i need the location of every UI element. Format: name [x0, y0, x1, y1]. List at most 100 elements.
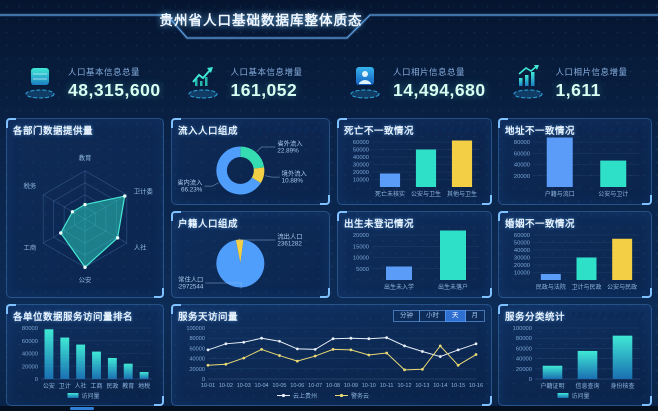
- bar: [612, 238, 633, 280]
- header: 贵州省人口基础数据库整体质态: [0, 0, 658, 48]
- svg-text:30000: 30000: [514, 256, 530, 262]
- svg-text:10-04: 10-04: [255, 383, 269, 389]
- hatch-decoration: [582, 126, 645, 133]
- svg-text:30000: 30000: [353, 163, 369, 169]
- svg-text:出生未入学: 出生未入学: [384, 283, 414, 291]
- svg-text:访问量: 访问量: [82, 392, 100, 400]
- kpi-photo-delta: 人口相片信息增量 1,611: [492, 52, 655, 114]
- trend-bars-icon: [513, 65, 542, 99]
- horizontal-scrollbar-thumb[interactable]: [70, 407, 94, 410]
- svg-text:10-16: 10-16: [469, 383, 483, 389]
- kpi-label: 人口基本信息总量: [68, 66, 141, 77]
- svg-text:60000: 60000: [22, 339, 38, 345]
- svg-text:50000: 50000: [514, 241, 530, 247]
- svg-text:户籍与流口: 户籍与流口: [545, 190, 575, 198]
- visits-line-chart: 0 20000 40000 60000 80000 100000 10-01 10-02 10-…: [186, 326, 483, 400]
- svg-text:20000: 20000: [189, 367, 205, 373]
- tab-hour[interactable]: 小时: [419, 309, 446, 322]
- svg-text:教育: 教育: [122, 382, 134, 390]
- svg-text:22.89%: 22.89%: [277, 148, 299, 155]
- svg-text:40000: 40000: [189, 357, 205, 363]
- svg-text:其他与卫生: 其他与卫生: [447, 190, 477, 198]
- svg-text:访问量: 访问量: [572, 392, 590, 400]
- svg-text:10000: 10000: [353, 256, 369, 262]
- svg-text:省外流入: 省外流入: [277, 139, 303, 148]
- bar: [612, 335, 633, 379]
- svg-text:10-08: 10-08: [326, 383, 340, 389]
- panel-department-data-supply: 各部门数据提供量 教育 卫计委 人社 公安 工商 税务: [6, 118, 164, 298]
- svg-text:100000: 100000: [513, 326, 532, 332]
- tab-day[interactable]: 天: [445, 309, 466, 322]
- svg-text:60000: 60000: [516, 346, 532, 352]
- svg-text:10-14: 10-14: [433, 383, 447, 389]
- svg-text:20000: 20000: [514, 263, 530, 269]
- bar: [60, 337, 70, 379]
- svg-text:80000: 80000: [516, 336, 532, 342]
- svg-text:20000: 20000: [22, 364, 38, 370]
- panel-title: 婚姻不一致情况: [505, 218, 576, 230]
- svg-text:信息查询: 信息查询: [575, 382, 599, 390]
- svg-text:公安: 公安: [79, 275, 92, 284]
- svg-text:10-15: 10-15: [451, 383, 465, 389]
- panel-title: 地址不一致情况: [505, 125, 576, 137]
- bar: [540, 274, 561, 280]
- tab-month[interactable]: 月: [464, 309, 485, 322]
- kpi-photo-total: 人口相片信息总量 14,494,680: [329, 52, 492, 114]
- svg-text:20000: 20000: [353, 233, 369, 239]
- hatch-decoration: [572, 312, 645, 319]
- svg-text:公安与民政: 公安与民政: [607, 283, 637, 291]
- tab-minute[interactable]: 分钟: [393, 309, 420, 322]
- bar: [44, 329, 54, 379]
- svg-text:10.88%: 10.88%: [282, 178, 304, 185]
- photo-person-icon: [350, 67, 380, 99]
- bar: [542, 365, 563, 379]
- svg-text:42972544: 42972544: [178, 284, 204, 291]
- svg-text:2361282: 2361282: [277, 241, 302, 248]
- svg-text:10-01: 10-01: [201, 383, 215, 389]
- svg-text:100000: 100000: [186, 326, 205, 332]
- svg-text:80000: 80000: [189, 336, 205, 342]
- panel-title: 出生未登记情况: [344, 218, 415, 230]
- hatch-decoration: [421, 126, 485, 133]
- panel-inflow-population: 流入人口组成 省外流入 22.89% 境外流入 10.88% 省内流入 66.23%: [171, 118, 330, 205]
- svg-text:公安与卫生: 公安与卫生: [411, 190, 441, 198]
- svg-text:60000: 60000: [353, 140, 369, 146]
- svg-text:40000: 40000: [353, 155, 369, 161]
- bar: [440, 230, 466, 280]
- svg-text:40000: 40000: [516, 357, 532, 363]
- hatch-decoration: [245, 126, 323, 133]
- birth-bar-chart: 5000 10000 15000 20000 出生未入学 出生未落户: [353, 230, 480, 291]
- panel-birth-unregistered: 出生未登记情况 5000 10000 15000 20000 出生未入学 出生未落户: [337, 211, 492, 298]
- bar: [546, 137, 573, 187]
- svg-text:15000: 15000: [353, 244, 369, 250]
- svg-text:10000: 10000: [353, 178, 369, 184]
- svg-text:40000: 40000: [514, 163, 530, 169]
- svg-text:0: 0: [529, 377, 532, 383]
- svg-text:民政与法院: 民政与法院: [536, 283, 566, 291]
- kpi-value: 48,315,600: [68, 79, 161, 100]
- svg-text:税务: 税务: [24, 181, 37, 190]
- bar: [76, 344, 86, 379]
- panel-title: 流入人口组成: [178, 125, 239, 137]
- hatch-decoration: [582, 219, 645, 226]
- kpi-label: 人口基本信息增量: [230, 66, 303, 77]
- kpi-basic-delta: 人口基本信息增量 161,052: [167, 52, 330, 114]
- svg-text:10-06: 10-06: [290, 383, 304, 389]
- svg-text:教育: 教育: [79, 153, 92, 162]
- header-frame: [0, 13, 658, 40]
- panel-title: 死亡不一致情况: [344, 125, 415, 137]
- panel-marriage-mismatch: 婚姻不一致情况 10000 20000 30000 40000 50000 60000 民政…: [498, 211, 652, 298]
- svg-text:80000: 80000: [22, 326, 38, 332]
- panel-title: 户籍人口组成: [178, 218, 239, 230]
- svg-text:省内流入: 省内流入: [178, 178, 203, 187]
- svg-text:10-12: 10-12: [397, 383, 411, 389]
- service-bar-chart: 0 20000 40000 60000 80000 100000 户籍证明 信息查询 身份核查访…: [513, 326, 640, 400]
- panel-title: 服务分类统计: [505, 311, 566, 323]
- svg-text:户籍证明: 户籍证明: [540, 382, 564, 390]
- svg-text:10000: 10000: [514, 271, 530, 277]
